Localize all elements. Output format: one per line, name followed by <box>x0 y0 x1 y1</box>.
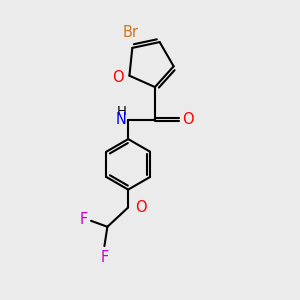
Text: F: F <box>80 212 88 227</box>
Text: O: O <box>136 200 147 215</box>
Text: O: O <box>182 112 194 127</box>
Text: H: H <box>117 105 127 118</box>
Text: N: N <box>116 112 127 127</box>
Text: Br: Br <box>123 26 139 40</box>
Text: F: F <box>101 250 109 265</box>
Text: O: O <box>112 70 124 85</box>
